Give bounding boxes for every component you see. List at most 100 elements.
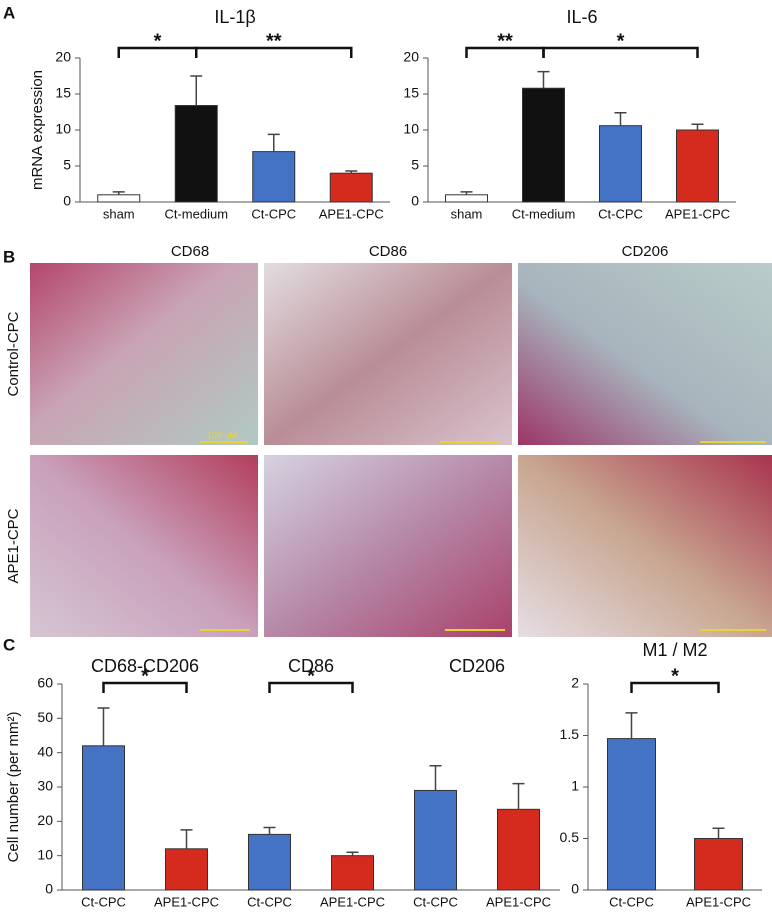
bar	[252, 151, 296, 203]
error-bar	[97, 707, 110, 746]
group-title: CD68-CD206	[91, 656, 199, 676]
x-tick-label: Ct-medium	[512, 206, 576, 221]
y-tick-label: 0	[63, 193, 71, 209]
error-bar	[267, 133, 280, 152]
significance-label: *	[154, 30, 162, 52]
error-bar	[614, 111, 627, 126]
significance-label: *	[671, 665, 679, 687]
bar	[599, 125, 642, 203]
chart-title: IL-6	[566, 7, 597, 27]
y-tick-label: 20	[55, 49, 71, 65]
error-bar	[180, 829, 193, 849]
micrograph	[30, 263, 258, 445]
error-bar	[712, 827, 725, 839]
chart-title: M1 / M2	[642, 640, 707, 660]
x-tick-label: APE1-CPC	[686, 894, 751, 909]
x-tick-label: APE1-CPC	[319, 206, 384, 221]
y-axis-label: mRNA expression	[29, 70, 46, 190]
significance-bracket	[268, 681, 354, 693]
y-tick-label: 50	[37, 709, 53, 725]
x-tick-label: Ct-CPC	[598, 206, 643, 221]
panel-label: B	[3, 247, 15, 266]
significance-label: **	[266, 30, 282, 52]
bar	[445, 194, 488, 203]
significance-bracket	[195, 46, 353, 58]
y-tick-label: 5	[411, 157, 419, 173]
bar	[522, 87, 565, 203]
x-tick-label: Ct-CPC	[81, 894, 126, 909]
bar	[676, 129, 719, 203]
micrograph	[518, 263, 772, 445]
error-bar	[346, 851, 359, 856]
panel-label: C	[3, 635, 15, 654]
micrographs: 100 μM CD68 CD86 CD206 Control-CPC APE1-…	[5, 243, 772, 637]
group-title: CD86	[288, 656, 334, 676]
group-title: CD206	[449, 656, 505, 676]
significance-label: *	[617, 30, 625, 52]
y-tick-label: 30	[37, 778, 53, 794]
x-tick-label: APE1-CPC	[665, 206, 730, 221]
significance-bracket	[542, 46, 699, 58]
bar	[497, 808, 540, 891]
x-tick-label: Ct-medium	[164, 206, 228, 221]
chart-title: IL-1β	[214, 7, 255, 27]
y-tick-label: 20	[37, 812, 53, 828]
x-tick-label: APE1-CPC	[320, 894, 385, 909]
column-label: CD206	[622, 243, 669, 260]
micrograph	[264, 455, 512, 637]
error-bar	[625, 712, 638, 739]
error-bar	[190, 75, 203, 106]
significance-label: **	[497, 30, 513, 52]
x-tick-label: Ct-CPC	[413, 894, 458, 909]
x-tick-label: APE1-CPC	[154, 894, 219, 909]
column-label: CD68	[171, 243, 209, 260]
x-tick-label: APE1-CPC	[486, 894, 551, 909]
y-tick-label: 0	[411, 193, 419, 209]
y-tick-label: 0.5	[560, 829, 580, 845]
y-tick-label: 0	[571, 881, 579, 897]
row-label: APE1-CPC	[5, 508, 22, 583]
scale-label: 100 μM	[207, 430, 237, 440]
y-tick-label: 5	[63, 157, 71, 173]
error-bar	[429, 764, 442, 791]
y-tick-label: 10	[55, 121, 71, 137]
column-label: CD86	[369, 243, 407, 260]
error-bar	[512, 782, 525, 810]
y-axis-label: Cell number (per mm²)	[5, 712, 22, 863]
significance-bracket	[630, 681, 720, 693]
x-tick-label: Ct-CPC	[247, 894, 292, 909]
micrograph	[518, 455, 772, 637]
y-tick-label: 20	[403, 49, 419, 65]
bar	[414, 789, 457, 891]
y-tick-label: 1	[571, 778, 579, 794]
x-tick-label: Ct-CPC	[251, 206, 296, 221]
y-tick-label: 40	[37, 743, 53, 759]
error-bar	[460, 191, 473, 195]
bar	[694, 838, 743, 891]
y-tick-label: 1.5	[560, 726, 580, 742]
bar	[82, 745, 125, 891]
y-tick-label: 15	[55, 85, 71, 101]
y-tick-label: 10	[403, 121, 419, 137]
bar	[248, 833, 291, 891]
y-tick-label: 60	[37, 675, 53, 691]
row-label: Control-CPC	[5, 311, 22, 396]
error-bar	[691, 123, 704, 130]
y-tick-label: 2	[571, 675, 579, 691]
micrograph	[30, 455, 258, 637]
significance-label: *	[141, 665, 149, 687]
bar	[165, 848, 208, 891]
bar	[331, 855, 374, 891]
panel-label: A	[3, 3, 15, 22]
bar	[97, 194, 141, 203]
significance-bracket	[102, 681, 188, 693]
bar	[174, 105, 218, 203]
bar	[607, 738, 656, 891]
y-tick-label: 10	[37, 846, 53, 862]
error-bar	[112, 191, 125, 195]
error-bar	[345, 170, 358, 174]
x-tick-label: sham	[451, 206, 483, 221]
x-tick-label: Ct-CPC	[609, 894, 654, 909]
error-bar	[263, 826, 276, 835]
